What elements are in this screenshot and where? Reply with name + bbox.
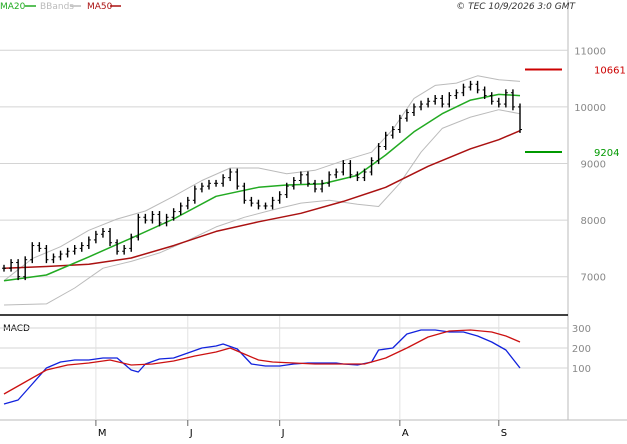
price-y-tick-label: 8000 <box>581 216 606 227</box>
price-y-tick-label: 7000 <box>581 273 606 284</box>
legend-ma20-label: MA20 <box>0 2 26 12</box>
macd-signal-line <box>3 329 521 395</box>
x-tick-label: A <box>402 428 409 439</box>
price-y-tick-label: 10000 <box>574 103 606 114</box>
level-marker-label: 9204 <box>594 148 619 159</box>
ma20-line <box>3 93 521 282</box>
macd-line <box>3 329 521 405</box>
macd-title: MACD <box>3 324 30 334</box>
level-marker-label: 10661 <box>594 65 626 76</box>
bollinger-lower-line <box>3 109 521 306</box>
copyright-text: © TEC 10/9/2026 3:0 GMT <box>456 2 576 12</box>
macd-y-tick-label: 300 <box>572 324 591 335</box>
macd-y-tick-label: 100 <box>572 364 591 375</box>
ma50-line <box>3 130 521 269</box>
legend-ma50-label: MA50 <box>87 2 113 12</box>
x-tick-label: S <box>501 428 507 439</box>
x-tick-label: J <box>189 428 193 439</box>
legend-bbands-label: BBands <box>40 2 74 12</box>
bollinger-upper-line <box>3 75 521 282</box>
x-tick-label: M <box>98 428 107 439</box>
price-y-tick-label: 9000 <box>581 160 606 171</box>
macd-y-tick-label: 200 <box>572 344 591 355</box>
x-tick-label: J <box>281 428 285 439</box>
price-y-tick-label: 11000 <box>574 46 606 57</box>
